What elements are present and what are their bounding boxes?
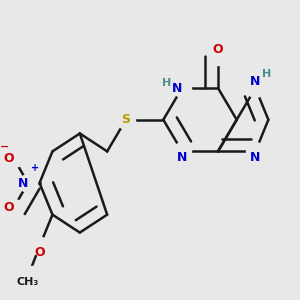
Text: O: O [3, 201, 13, 214]
Text: H: H [262, 69, 272, 79]
Text: N: N [177, 152, 187, 164]
Text: O: O [213, 44, 223, 56]
Text: N: N [250, 75, 261, 88]
Text: N: N [18, 176, 28, 190]
Text: O: O [34, 246, 45, 259]
Text: CH₃: CH₃ [17, 277, 39, 286]
Text: −: − [0, 142, 10, 152]
Text: +: + [31, 163, 39, 173]
Text: N: N [172, 82, 182, 94]
Text: H: H [162, 78, 171, 88]
Text: O: O [3, 152, 13, 165]
Text: N: N [250, 152, 261, 164]
Text: S: S [122, 113, 130, 126]
